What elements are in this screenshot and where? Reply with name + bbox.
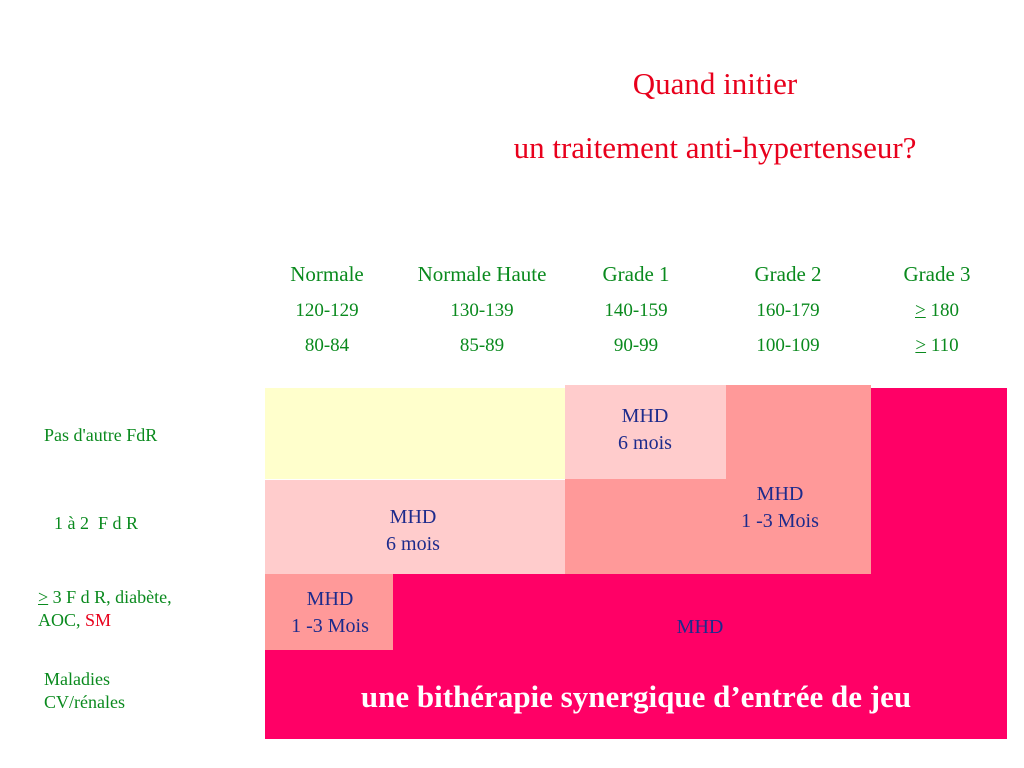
cell-grade1-2-row2 <box>565 479 871 574</box>
diastolic-grade-2: 100-109 <box>756 335 820 356</box>
row-label-cv-renal-disease: Maladies CV/rénales <box>44 669 125 712</box>
row-label-1-2-risk-factors: 1 à 2 F d R <box>54 513 139 533</box>
cell-main-row4-text: une bithérapie synergique d’entrée de je… <box>360 679 912 714</box>
cell-grade2-row1 <box>726 385 871 479</box>
diastolic-grade-3-value: 110 <box>930 335 959 356</box>
diastolic-normale: 80-84 <box>304 335 350 356</box>
systolic-normale: 120-129 <box>295 300 359 321</box>
systolic-normale-haute: 130-139 <box>450 300 514 321</box>
column-header-grade-3: Grade 3 <box>903 262 971 286</box>
row-label-no-risk-factor: Pas d'autre FdR <box>44 425 158 445</box>
diastolic-grade-3: > 110 <box>877 335 997 357</box>
cell-grade3-rows1-2 <box>871 388 1007 574</box>
gte-symbol: > <box>915 300 926 321</box>
cell-main-row3-text: MHD <box>676 616 724 638</box>
systolic-grade-2: 160-179 <box>756 300 820 321</box>
diastolic-grade-1: 90-99 <box>613 335 659 356</box>
systolic-grade-3: > 180 <box>877 300 997 322</box>
page-title-line1: Quand initier <box>632 66 798 101</box>
cell-grade2-row2-text: MHD 1 -3 Mois <box>741 483 819 532</box>
cell-normal-haute-row2-text: MHD 6 mois <box>386 506 440 555</box>
cell-main-row3 <box>393 574 1007 650</box>
column-header-normale-haute: Normale Haute <box>417 262 547 286</box>
cell-normal-row2 <box>265 480 565 574</box>
gte-symbol: > <box>915 335 927 356</box>
cell-grade1-row1-text: MHD 6 mois <box>618 405 672 454</box>
page-title-line2: un traitement anti-hypertenseur? <box>513 130 917 165</box>
column-header-grade-1: Grade 1 <box>602 262 670 286</box>
column-header-grade-2: Grade 2 <box>754 262 822 286</box>
column-header-normale: Normale <box>290 262 364 286</box>
gte-symbol: > <box>38 587 49 607</box>
cell-normal-row3 <box>265 574 393 650</box>
diastolic-normale-haute: 85-89 <box>459 335 505 356</box>
cell-normal-row1 <box>265 388 565 479</box>
row-label-3-risk-factors: > 3 F d R, diabète, AOC, SM <box>38 587 172 630</box>
systolic-grade-3-value: 180 <box>930 300 959 321</box>
cell-main-row4 <box>265 650 1007 739</box>
sm-highlight: SM <box>85 610 112 630</box>
cell-grade1-row1 <box>565 385 726 479</box>
cell-normal-row3-text: MHD 1 -3 Mois <box>291 588 369 637</box>
systolic-grade-1: 140-159 <box>604 300 668 321</box>
